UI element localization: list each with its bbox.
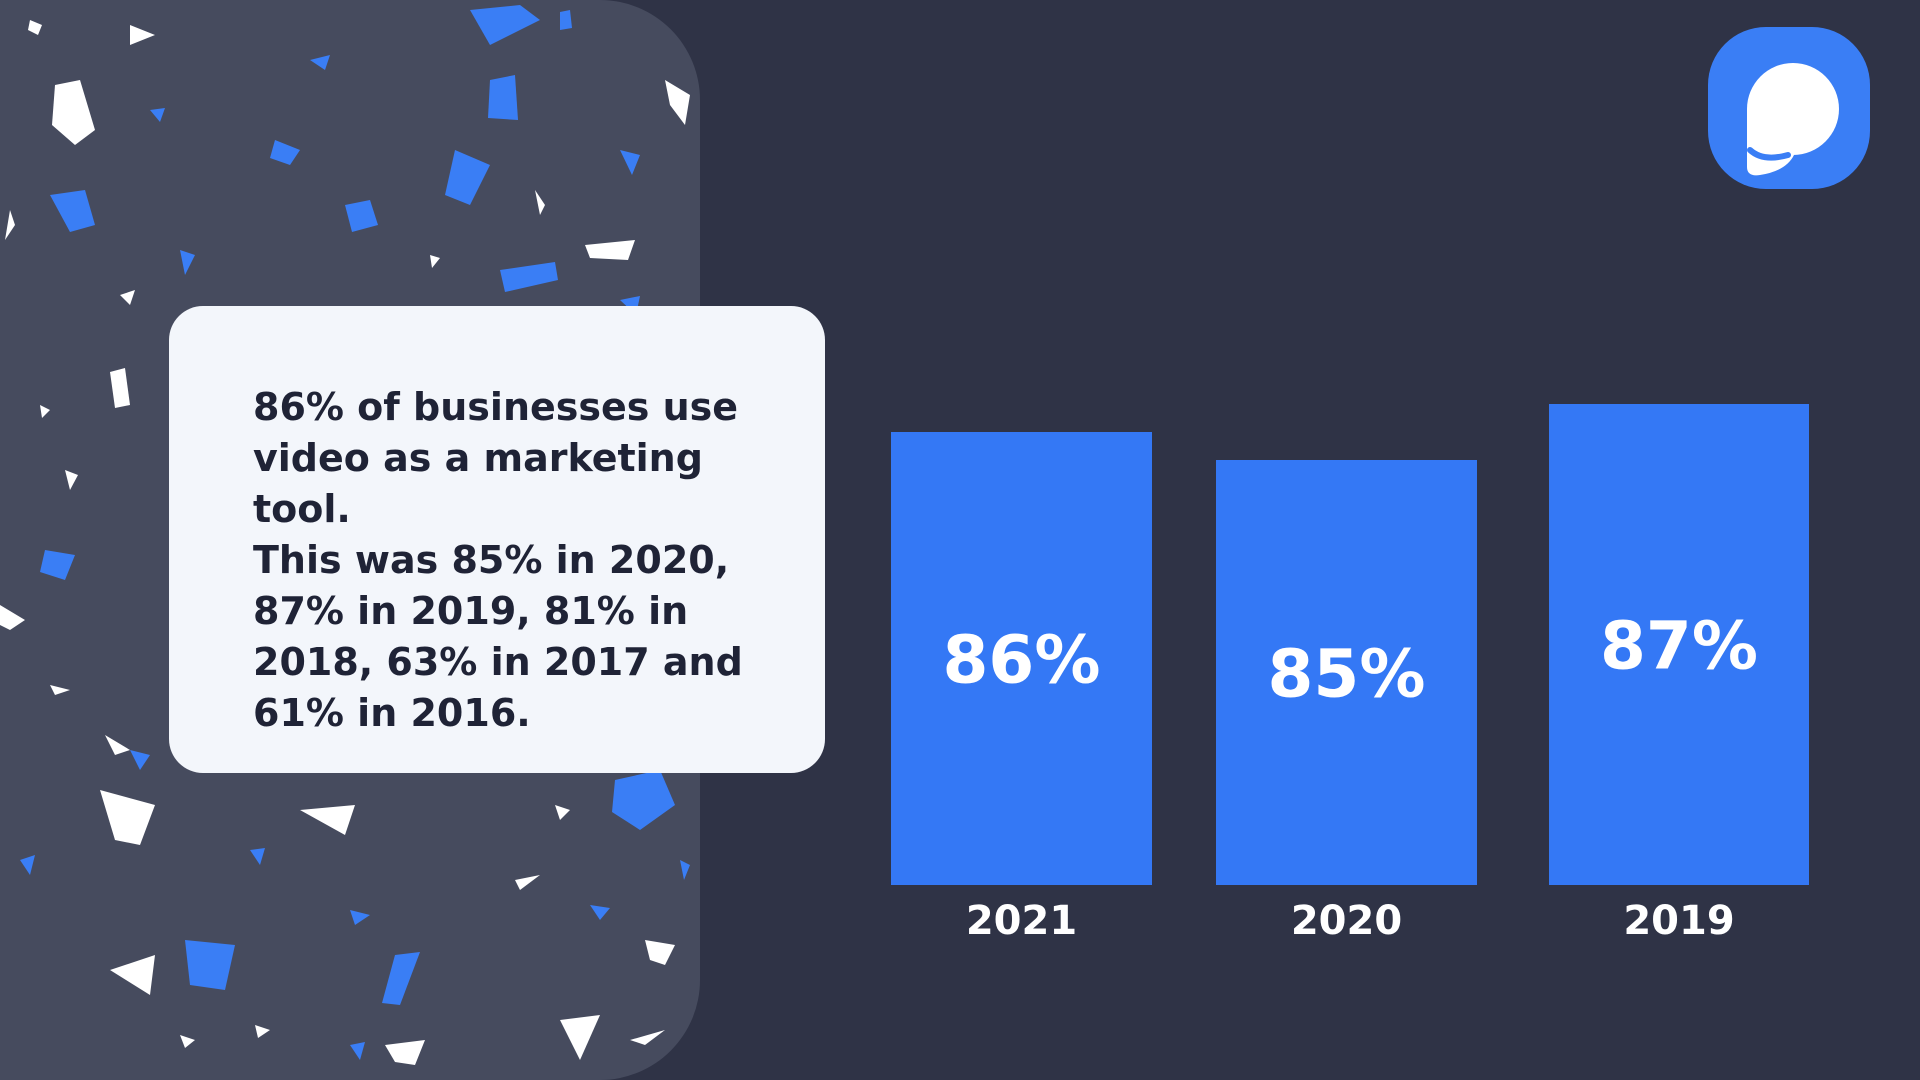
info-card: 86% of businesses use video as a marketi… [169, 306, 825, 773]
bar-2021 [891, 432, 1152, 885]
info-text: 86% of businesses use video as a marketi… [253, 382, 785, 739]
info-line: 87% in 2019, 81% in [253, 589, 689, 633]
category-label: 2021 [966, 898, 1077, 944]
category-label: 2019 [1623, 898, 1734, 944]
info-line: video as a marketing tool. [253, 436, 703, 531]
p-logo-icon [1708, 27, 1870, 189]
category-label: 2020 [1291, 898, 1402, 944]
bar-value-label: 87% [1600, 608, 1758, 685]
info-line: 2018, 63% in 2017 and [253, 640, 743, 684]
bar-value-label: 86% [943, 622, 1101, 699]
info-line: 86% of businesses use [253, 385, 739, 429]
bar-2020 [1216, 460, 1477, 885]
info-line: 61% in 2016. [253, 691, 531, 735]
info-line: This was 85% in 2020, [253, 538, 730, 582]
bar-2019 [1549, 404, 1809, 885]
bar-value-label: 85% [1268, 636, 1426, 713]
